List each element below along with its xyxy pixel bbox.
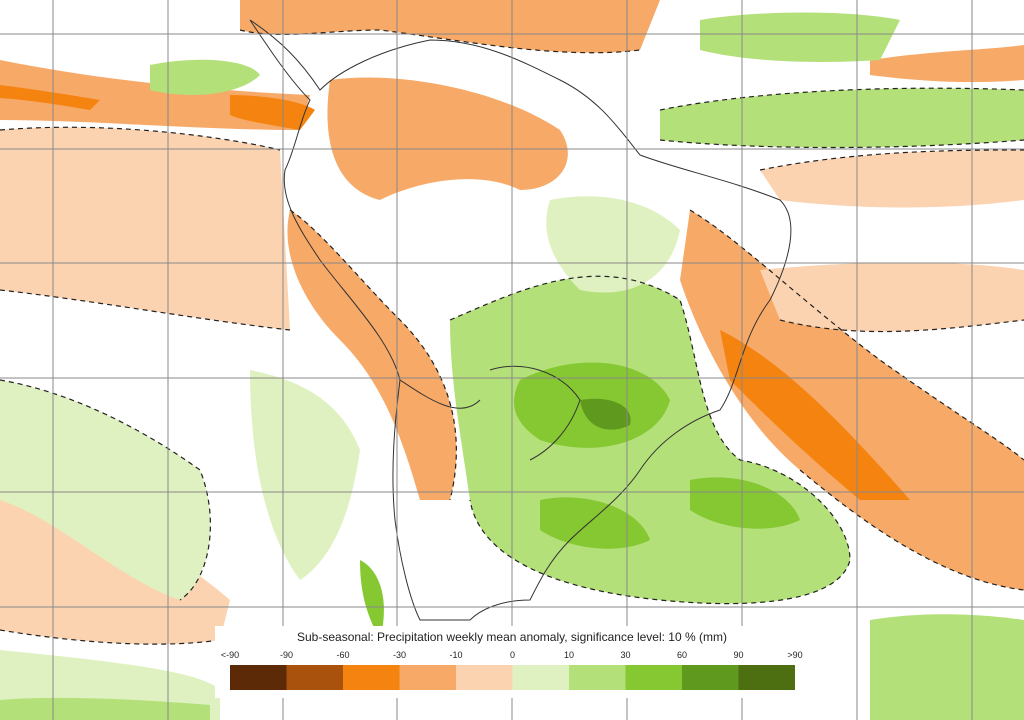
legend-swatch	[512, 665, 569, 690]
legend-swatch	[343, 665, 400, 690]
legend-swatch	[230, 665, 287, 690]
legend-tick-label: >90	[787, 650, 802, 660]
legend-swatch	[456, 665, 513, 690]
legend-tick-label: -60	[336, 650, 349, 660]
legend-tick-label: -90	[280, 650, 293, 660]
legend-tick-label: 30	[620, 650, 630, 660]
legend-tick-label: -10	[449, 650, 462, 660]
legend-swatch	[738, 665, 795, 690]
legend-tick-label: 60	[677, 650, 687, 660]
legend-tick-label: 10	[564, 650, 574, 660]
legend-swatch	[625, 665, 682, 690]
legend-swatch	[286, 665, 343, 690]
legend-swatch	[569, 665, 626, 690]
legend-swatch	[399, 665, 456, 690]
legend-swatch	[682, 665, 739, 690]
legend-title: Sub-seasonal: Precipitation weekly mean …	[297, 630, 727, 644]
coastline	[249, 19, 792, 621]
legend-tick-label: <-90	[221, 650, 239, 660]
significance-contours	[0, 29, 1024, 645]
legend: Sub-seasonal: Precipitation weekly mean …	[215, 626, 812, 698]
legend-tick-label: 0	[510, 650, 515, 660]
legend-tick-label: -30	[393, 650, 406, 660]
legend-tick-label: 90	[733, 650, 743, 660]
